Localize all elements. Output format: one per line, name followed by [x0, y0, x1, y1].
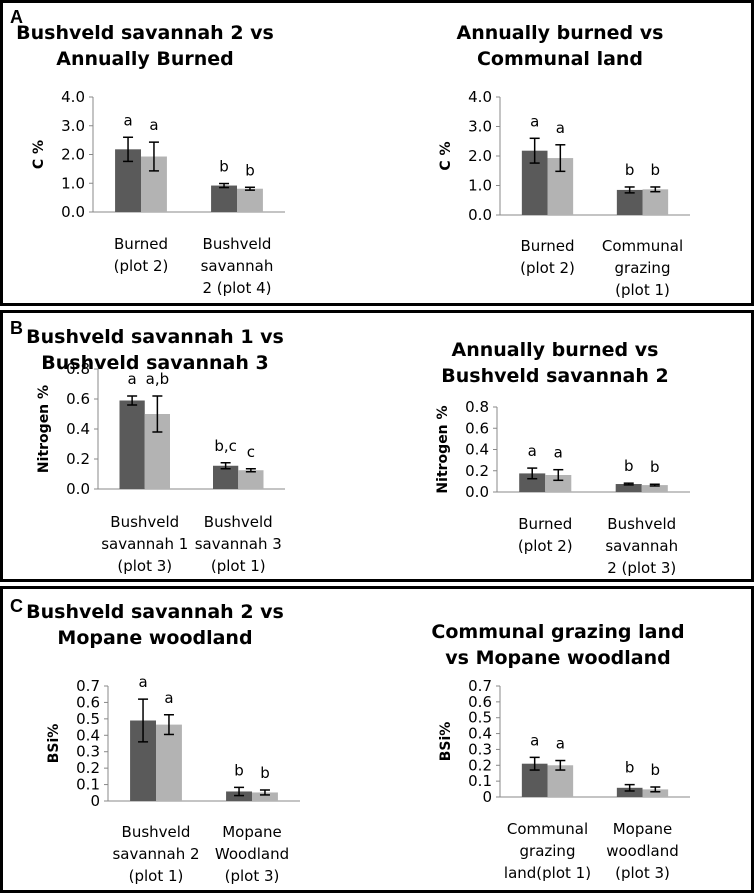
chart-title-line: vs Mopane woodland	[445, 647, 671, 669]
chart-title: Communal grazing land vs Mopane woodland	[418, 619, 698, 671]
panel-letter: B	[10, 318, 23, 338]
chart-title: Annually burned vs Bushveld savannah 2	[415, 337, 695, 389]
chart-title: Annually burned vs Communal land	[420, 20, 700, 72]
panel-c: C	[0, 586, 754, 893]
chart-title: Bushveld savannah 2 vs Mopane woodland	[20, 599, 290, 651]
chart-title: Bushveld savannah 2 vs Annually Burned	[10, 20, 280, 72]
chart-title-line: Mopane woodland	[57, 627, 253, 649]
chart-title-line: Bushveld savannah 2 vs	[16, 22, 274, 44]
panel-letter: C	[10, 596, 23, 616]
chart-title-line: Bushveld savannah 3	[41, 352, 269, 374]
chart-title-line: Annually burned vs	[451, 339, 659, 361]
chart-title-line: Annually Burned	[56, 48, 234, 70]
chart-title-line: Bushveld savannah 1 vs	[26, 326, 284, 348]
chart-title-line: Communal grazing land	[431, 621, 685, 643]
chart-title-line: Bushveld savannah 2	[441, 365, 669, 387]
panel-letter: A	[10, 7, 23, 27]
chart-title-line: Communal land	[476, 48, 644, 70]
chart-title-line: Bushveld savannah 2 vs	[26, 601, 284, 623]
chart-title: Bushveld savannah 1 vs Bushveld savannah …	[20, 324, 290, 376]
chart-title-line: Annually burned vs	[456, 22, 664, 44]
